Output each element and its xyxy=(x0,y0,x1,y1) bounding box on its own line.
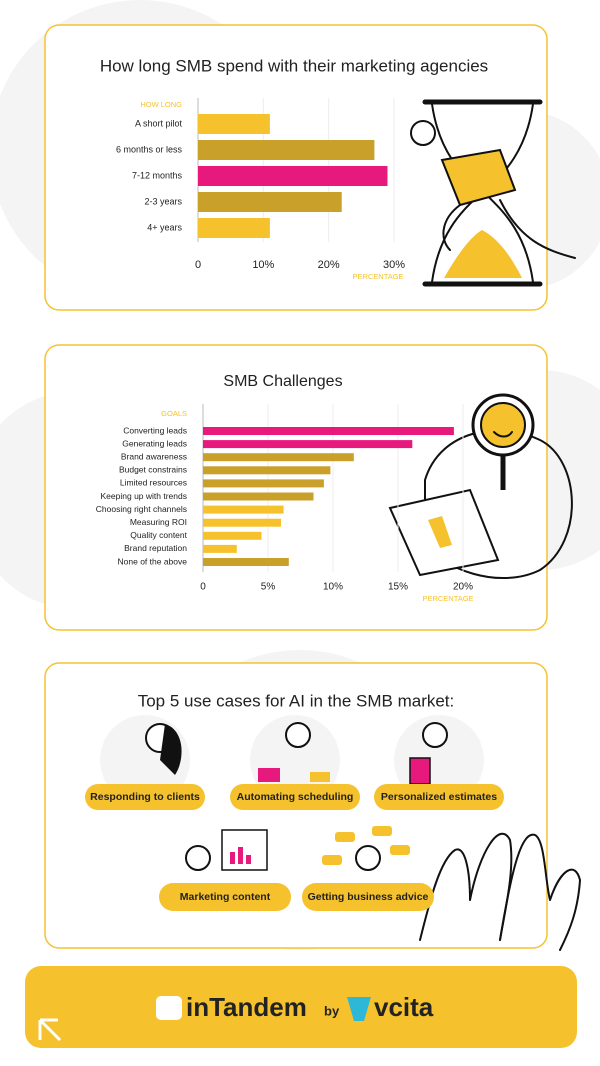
chart-title: SMB Challenges xyxy=(223,373,342,390)
use-cases-title: Top 5 use cases for AI in the SMB market… xyxy=(138,691,455,710)
y-tick-label: 6 months or less xyxy=(116,144,183,154)
brand-by: by xyxy=(324,1003,340,1018)
x-tick-label: 10% xyxy=(252,259,274,271)
chart-title: How long SMB spend with their marketing … xyxy=(100,56,488,75)
magnifier-illustration xyxy=(388,393,573,579)
use-case-label: Automating scheduling xyxy=(237,791,354,803)
x-tick-label: 0 xyxy=(200,582,206,593)
people-illustrations xyxy=(100,715,484,871)
y-tick-label: Keeping up with trends xyxy=(101,491,187,501)
bar xyxy=(203,466,331,475)
use-case-pill xyxy=(85,784,205,810)
bar xyxy=(203,479,324,488)
y-tick-label: 4+ years xyxy=(147,222,182,232)
bar xyxy=(203,453,354,462)
footer-arrow xyxy=(38,1018,62,1042)
y-tick-label: Converting leads xyxy=(123,425,187,435)
y-tick-label: Brand reputation xyxy=(124,543,187,553)
y-tick-label: 2-3 years xyxy=(144,196,182,206)
x-tick-label: 20% xyxy=(453,582,473,593)
x-tick-label: 20% xyxy=(318,259,340,271)
use-case-label: Personalized estimates xyxy=(381,791,497,803)
x-tick-label: 5% xyxy=(261,582,276,593)
bar xyxy=(198,114,270,134)
use-case-pill xyxy=(159,883,291,911)
partner-icon xyxy=(347,997,371,1021)
y-tick-label: Generating leads xyxy=(122,438,187,448)
y-tick-label: Brand awareness xyxy=(121,451,187,461)
use-case-pill xyxy=(374,784,504,810)
bar xyxy=(198,140,375,160)
use-case-pill xyxy=(230,784,360,810)
x-axis-label: PERCENTAGE xyxy=(352,272,403,281)
y-tick-label: Measuring ROI xyxy=(130,517,187,527)
bar xyxy=(203,440,413,449)
y-tick-label: Budget constrains xyxy=(119,465,187,475)
use-case-label: Getting business advice xyxy=(308,891,429,903)
bar xyxy=(203,492,314,501)
bar xyxy=(203,427,454,435)
bar xyxy=(198,192,342,212)
y-tick-label: Quality content xyxy=(130,530,187,540)
use-case-pill xyxy=(302,883,434,911)
bar xyxy=(198,218,270,238)
y-tick-label: None of the above xyxy=(118,556,188,566)
bar xyxy=(203,544,237,553)
use-case-label: Responding to clients xyxy=(90,791,200,803)
x-axis-label: PERCENTAGE xyxy=(422,594,473,603)
hourglass-illustration xyxy=(410,99,576,287)
y-axis-label: GOALS xyxy=(161,409,187,418)
x-tick-label: 10% xyxy=(323,582,343,593)
bar xyxy=(203,505,284,514)
partner-name: vcita xyxy=(374,992,434,1022)
y-tick-label: 7-12 months xyxy=(132,170,183,180)
brand-icon xyxy=(156,996,182,1020)
footer-bar xyxy=(25,966,577,1048)
bar xyxy=(203,558,289,566)
bar xyxy=(198,166,388,186)
y-tick-label: Choosing right channels xyxy=(96,504,187,514)
use-case-label: Marketing content xyxy=(180,891,271,903)
y-axis-label: HOW LONG xyxy=(140,100,182,109)
brand-name: inTandem xyxy=(186,992,307,1022)
bar xyxy=(203,518,281,527)
x-tick-label: 15% xyxy=(388,582,408,593)
bar xyxy=(203,531,262,540)
y-tick-label: A short pilot xyxy=(135,118,183,128)
y-tick-label: Limited resources xyxy=(120,478,187,488)
x-tick-label: 0 xyxy=(195,259,201,271)
x-tick-label: 30% xyxy=(383,259,405,271)
